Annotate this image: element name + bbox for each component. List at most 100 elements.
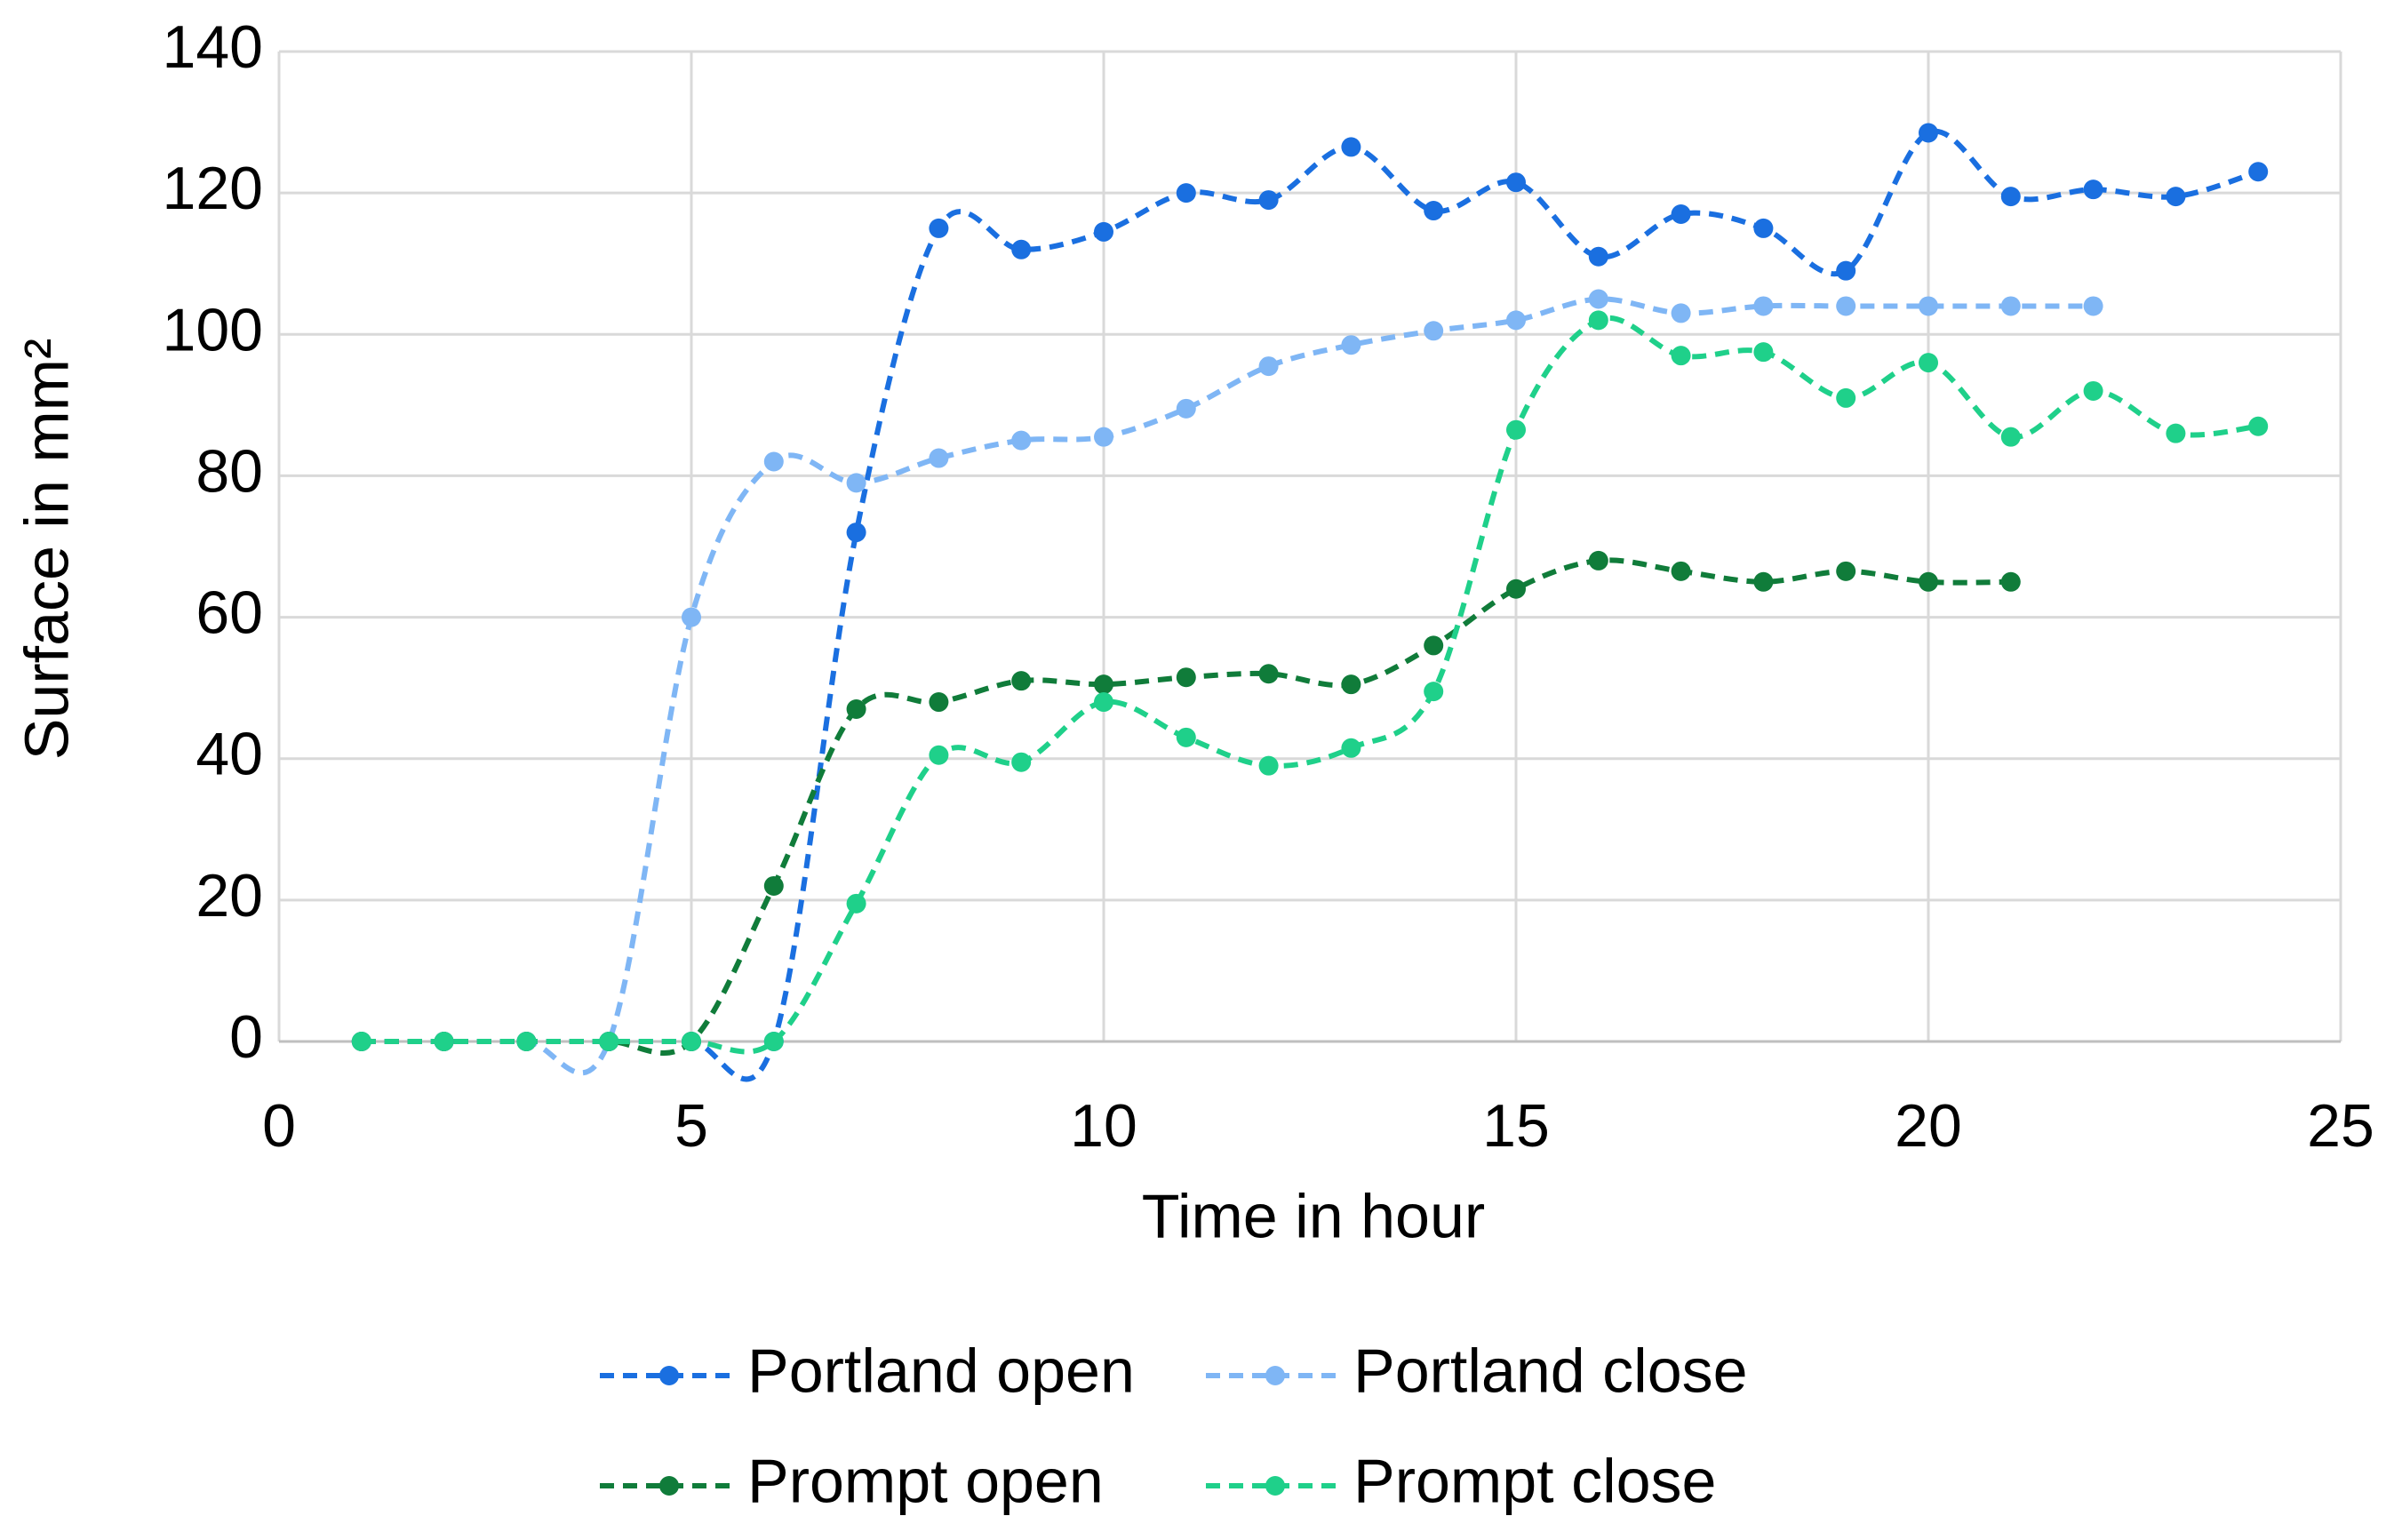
data-point — [1258, 664, 1279, 684]
data-point — [1588, 310, 1608, 331]
x-tick-label: 10 — [1070, 1092, 1137, 1160]
data-point — [763, 875, 784, 896]
data-point — [1919, 353, 1938, 373]
y-tick-label: 80 — [196, 437, 263, 505]
data-point — [846, 473, 866, 493]
data-point — [1094, 692, 1113, 713]
series-line — [361, 296, 2094, 1076]
data-point — [1424, 321, 1444, 341]
y-tick-label: 120 — [163, 155, 263, 222]
data-point — [1753, 296, 1774, 316]
data-point — [682, 1032, 701, 1051]
data-point — [763, 1032, 784, 1051]
data-point — [1341, 137, 1361, 157]
data-point — [2000, 296, 2021, 316]
legend-marker — [659, 1476, 679, 1496]
data-point — [2248, 162, 2269, 182]
data-point — [1836, 387, 1856, 408]
data-point — [1176, 667, 1196, 688]
data-point — [1671, 303, 1691, 323]
legend-marker — [1265, 1366, 1285, 1385]
data-point — [1671, 561, 1691, 581]
data-point — [1176, 727, 1196, 747]
data-point — [763, 451, 784, 472]
legend-label: Portland close — [1353, 1336, 1748, 1405]
legend-label: Portland open — [747, 1336, 1135, 1405]
data-point — [2000, 571, 2021, 592]
data-point — [1588, 550, 1608, 571]
data-point — [1011, 239, 1032, 259]
data-point — [434, 1032, 454, 1051]
data-point — [1424, 635, 1444, 656]
series-line — [361, 128, 2260, 1082]
legend-marker — [1265, 1476, 1285, 1496]
data-point — [1094, 221, 1113, 242]
y-tick-label: 40 — [196, 721, 263, 788]
data-point — [1176, 398, 1196, 419]
data-point — [1506, 419, 1526, 440]
y-tick-label: 20 — [196, 862, 263, 930]
data-point — [1341, 674, 1361, 695]
data-point — [1176, 183, 1196, 203]
data-point — [599, 1032, 619, 1051]
data-point — [2248, 416, 2269, 436]
legend-label: Prompt close — [1353, 1446, 1716, 1515]
data-point — [2083, 180, 2103, 200]
data-point — [2083, 380, 2103, 401]
y-tick-label: 140 — [163, 13, 263, 81]
data-point — [1424, 201, 1444, 221]
data-point — [2000, 427, 2021, 447]
data-point — [1011, 671, 1032, 691]
data-point — [1753, 218, 1774, 238]
data-point — [682, 607, 701, 627]
data-point — [1919, 571, 1938, 592]
x-tick-label: 20 — [1895, 1092, 1962, 1160]
data-point — [1258, 755, 1279, 776]
x-axis-title: Time in hour — [1142, 1181, 1485, 1250]
data-point — [846, 699, 866, 720]
series-line — [361, 557, 2011, 1056]
x-tick-label: 15 — [1482, 1092, 1550, 1160]
data-point — [1753, 342, 1774, 363]
data-point — [846, 523, 866, 543]
data-point — [1753, 571, 1774, 592]
y-tick-label: 0 — [229, 1003, 263, 1071]
data-point — [1919, 123, 1938, 143]
data-point — [1424, 682, 1444, 702]
data-point — [929, 692, 949, 713]
y-axis-title: Surface in mm² — [12, 339, 81, 761]
x-tick-label: 0 — [262, 1092, 296, 1160]
data-point — [846, 893, 866, 914]
data-point — [1011, 752, 1032, 772]
data-point — [1588, 246, 1608, 267]
data-point — [1919, 296, 1938, 316]
data-point — [1506, 172, 1526, 193]
data-point — [1836, 296, 1856, 316]
data-point — [2166, 187, 2186, 207]
data-point — [929, 448, 949, 468]
data-point — [2000, 187, 2021, 207]
legend-label: Prompt open — [747, 1446, 1104, 1515]
x-tick-label: 5 — [674, 1092, 708, 1160]
data-point — [929, 218, 949, 238]
data-point — [1671, 204, 1691, 225]
data-point — [516, 1032, 537, 1051]
x-tick-label: 25 — [2307, 1092, 2374, 1160]
series-line — [361, 315, 2259, 1055]
y-tick-label: 100 — [163, 296, 263, 363]
data-point — [1094, 427, 1113, 447]
y-tick-label: 60 — [196, 579, 263, 647]
data-point — [1341, 335, 1361, 355]
data-point — [1011, 430, 1032, 451]
data-point — [1588, 289, 1608, 309]
data-point — [929, 745, 949, 765]
data-point — [1341, 738, 1361, 758]
data-point — [1671, 346, 1691, 366]
data-point — [1258, 190, 1279, 211]
data-point — [1836, 260, 1856, 281]
data-point — [2083, 296, 2103, 316]
data-point — [1094, 674, 1113, 695]
data-point — [1258, 356, 1279, 377]
data-point — [351, 1032, 371, 1051]
